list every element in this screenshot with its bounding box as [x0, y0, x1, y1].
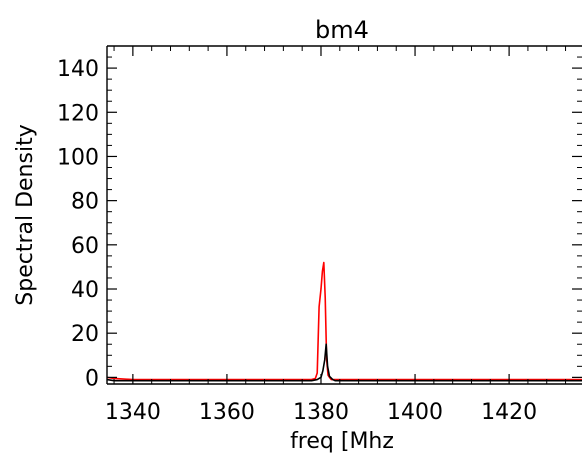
y-axis-title: Spectral Density [13, 124, 38, 305]
series-line-2 [107, 343, 582, 382]
x-tick-label: 1400 [387, 400, 443, 425]
y-tick-label: 120 [57, 101, 99, 126]
y-tick-label: 100 [57, 145, 99, 170]
y-tick-label: 140 [57, 57, 99, 82]
x-tick-label: 1360 [199, 400, 255, 425]
y-tick-label: 60 [71, 234, 99, 259]
series-line-1 [107, 261, 582, 381]
y-tick-label: 40 [71, 278, 99, 303]
chart-title: bm4 [315, 16, 369, 44]
x-tick-label: 1420 [481, 400, 537, 425]
x-tick-label: 1340 [105, 400, 161, 425]
y-tick-label: 0 [85, 366, 99, 391]
y-tick-label: 80 [71, 190, 99, 215]
x-axis-title: freq [Mhz [290, 429, 394, 454]
y-tick-label: 20 [71, 322, 99, 347]
x-tick-label: 1380 [293, 400, 349, 425]
